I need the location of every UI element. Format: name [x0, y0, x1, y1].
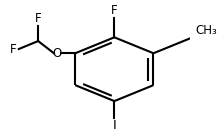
Text: F: F — [35, 12, 41, 25]
Text: F: F — [111, 4, 118, 17]
Text: I: I — [112, 119, 116, 132]
Text: O: O — [53, 47, 62, 60]
Text: CH₃: CH₃ — [196, 24, 217, 37]
Text: F: F — [9, 43, 16, 56]
